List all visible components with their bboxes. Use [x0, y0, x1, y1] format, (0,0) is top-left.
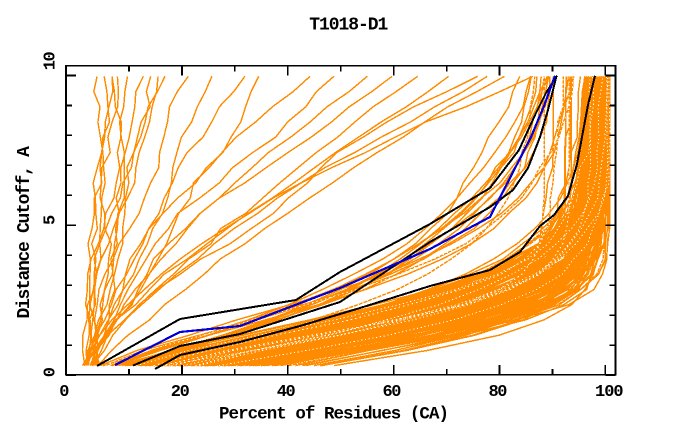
- svg-text:0: 0: [59, 383, 69, 402]
- svg-text:Distance Cutoff, A: Distance Cutoff, A: [15, 146, 35, 319]
- svg-text:5: 5: [42, 215, 61, 225]
- svg-text:40: 40: [277, 383, 296, 402]
- svg-text:10: 10: [42, 51, 61, 70]
- svg-text:0: 0: [42, 367, 61, 377]
- svg-text:20: 20: [171, 383, 190, 402]
- svg-text:60: 60: [383, 383, 402, 402]
- svg-text:80: 80: [489, 383, 508, 402]
- svg-text:100: 100: [595, 383, 624, 402]
- svg-text:Percent of Residues (CA): Percent of Residues (CA): [219, 405, 449, 425]
- svg-text:T1018-D1: T1018-D1: [309, 16, 388, 36]
